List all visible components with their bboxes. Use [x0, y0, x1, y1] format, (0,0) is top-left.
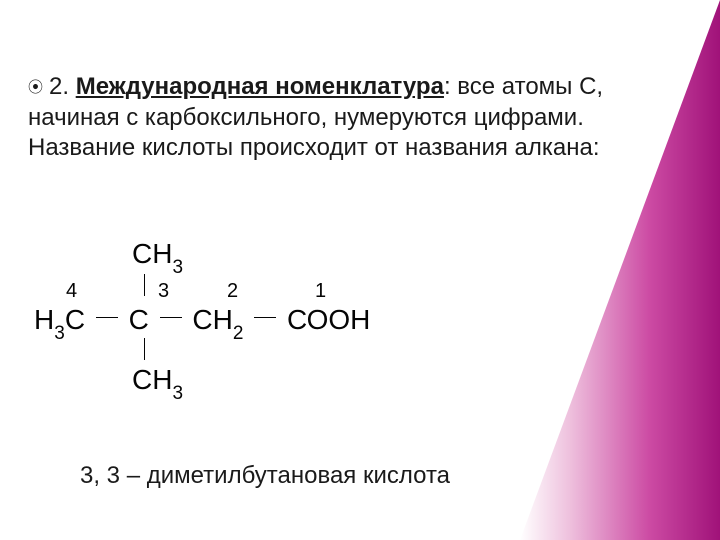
term: Международная номенклатура	[76, 73, 444, 100]
carbon-num-3: 3	[158, 280, 169, 303]
bond-vertical-bottom	[144, 338, 145, 360]
branch-top: СН3	[132, 238, 183, 276]
compound-name: 3, 3 – диметилбутановая кислота	[80, 462, 450, 490]
bullet-icon: ⦿	[28, 79, 43, 96]
paragraph-block: ⦿2. Международная номенклатура: все атом…	[28, 72, 660, 164]
body-text: ⦿2. Международная номенклатура: все атом…	[28, 72, 660, 164]
slide: ⦿2. Международная номенклатура: все атом…	[0, 0, 720, 540]
item-number: 2.	[49, 73, 69, 100]
branch-bottom: СН3	[132, 364, 183, 402]
carbon-num-2: 2	[227, 280, 238, 303]
carbon-num-4: 4	[66, 280, 77, 303]
bond-vertical-top	[144, 274, 145, 296]
main-chain: Н3С С СН2 СООН	[34, 304, 370, 342]
carbon-num-1: 1	[315, 280, 326, 303]
